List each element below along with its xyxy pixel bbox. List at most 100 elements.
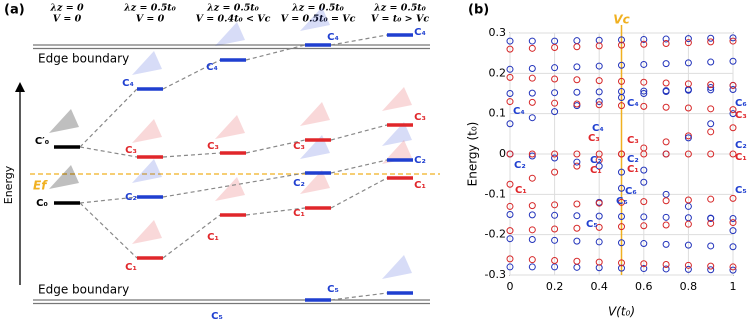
- link: [330, 34, 388, 46]
- point: [707, 195, 715, 203]
- level-label: C₁: [293, 208, 305, 219]
- point: [528, 37, 536, 45]
- point: [506, 235, 514, 243]
- point: [662, 103, 670, 111]
- level-label: C₁: [207, 232, 219, 243]
- point: [551, 256, 559, 264]
- y-tick-label: -0.2: [485, 228, 506, 241]
- point: [684, 132, 692, 140]
- point: [684, 241, 692, 249]
- level-label: C₂: [293, 178, 305, 189]
- level-label: C₄: [327, 32, 339, 43]
- band-cloud: [215, 115, 245, 139]
- link: [245, 207, 306, 216]
- point: [729, 243, 737, 251]
- level-label: C₁: [125, 262, 137, 273]
- fermi-label: Ef: [33, 179, 48, 193]
- annotation: C₂: [735, 140, 747, 151]
- point: [506, 227, 514, 235]
- point: [573, 63, 581, 71]
- level-label: C′₀: [35, 136, 49, 147]
- point: [707, 242, 715, 250]
- point: [506, 120, 514, 128]
- band-cloud: [382, 255, 412, 279]
- point: [506, 255, 514, 263]
- point: [729, 85, 737, 93]
- point: [618, 36, 625, 44]
- point: [640, 35, 648, 43]
- point: [684, 261, 692, 269]
- point: [684, 35, 692, 43]
- point: [640, 178, 648, 186]
- point: [573, 257, 581, 265]
- point: [528, 114, 536, 122]
- column-header: V = 0.5t₀ = Vc: [281, 14, 356, 25]
- point: [729, 37, 737, 45]
- point: [729, 263, 737, 271]
- point: [729, 219, 737, 227]
- annotation: C₅: [616, 196, 628, 207]
- point: [684, 104, 692, 112]
- band-cloud: [382, 140, 412, 164]
- level-label: C₃: [293, 141, 305, 152]
- y-tick-label: 0.2: [489, 66, 507, 79]
- point: [595, 77, 603, 85]
- point: [551, 225, 559, 233]
- point: [729, 81, 737, 89]
- link: [330, 292, 388, 301]
- column-header: V = 0: [53, 14, 82, 25]
- band-cloud: [49, 109, 79, 133]
- column-header: λz = 0.5t₀: [123, 3, 177, 14]
- point: [618, 198, 625, 206]
- point: [595, 199, 603, 207]
- column-header: V = 0: [136, 14, 165, 25]
- level-label: C₀: [36, 198, 48, 209]
- column-header: λz = 0.5t₀: [373, 3, 427, 14]
- link: [330, 124, 388, 141]
- point: [640, 222, 648, 230]
- level-label: C₄: [414, 27, 426, 38]
- edge-label: Edge boundary: [38, 52, 129, 66]
- point: [707, 105, 715, 113]
- point: [506, 37, 514, 45]
- point: [528, 152, 536, 160]
- point: [573, 100, 581, 108]
- point: [640, 265, 648, 273]
- point: [551, 168, 559, 176]
- level-label: C₃: [414, 112, 426, 123]
- annotation: C₄: [592, 123, 604, 134]
- point: [528, 236, 536, 244]
- point: [573, 76, 581, 84]
- point: [640, 213, 648, 221]
- point: [684, 80, 692, 88]
- link: [79, 202, 138, 259]
- y-tick-label: 0.1: [489, 107, 507, 120]
- point: [707, 86, 715, 94]
- point: [528, 263, 536, 271]
- band-cloud: [132, 159, 162, 183]
- point: [506, 211, 514, 218]
- point: [528, 74, 536, 82]
- point: [551, 108, 559, 116]
- band-cloud: [300, 102, 330, 126]
- point: [551, 99, 559, 107]
- annotation: C₁: [735, 152, 747, 163]
- point: [528, 256, 536, 264]
- level-label: C₃: [125, 145, 137, 156]
- point: [707, 219, 715, 227]
- column-header: λz = 0.5t₀: [206, 3, 260, 14]
- panel-label: (a): [4, 3, 25, 18]
- point: [618, 77, 625, 85]
- band-cloud: [132, 119, 162, 143]
- point: [640, 60, 648, 68]
- point: [551, 64, 559, 72]
- point: [729, 194, 737, 202]
- y-tick-label: -0.1: [485, 187, 506, 200]
- point: [573, 37, 581, 45]
- point: [729, 266, 737, 274]
- level-label: C₁: [414, 180, 426, 191]
- point: [729, 227, 737, 235]
- point: [662, 265, 670, 273]
- x-tick-label: 0.8: [680, 280, 698, 293]
- point: [528, 150, 536, 158]
